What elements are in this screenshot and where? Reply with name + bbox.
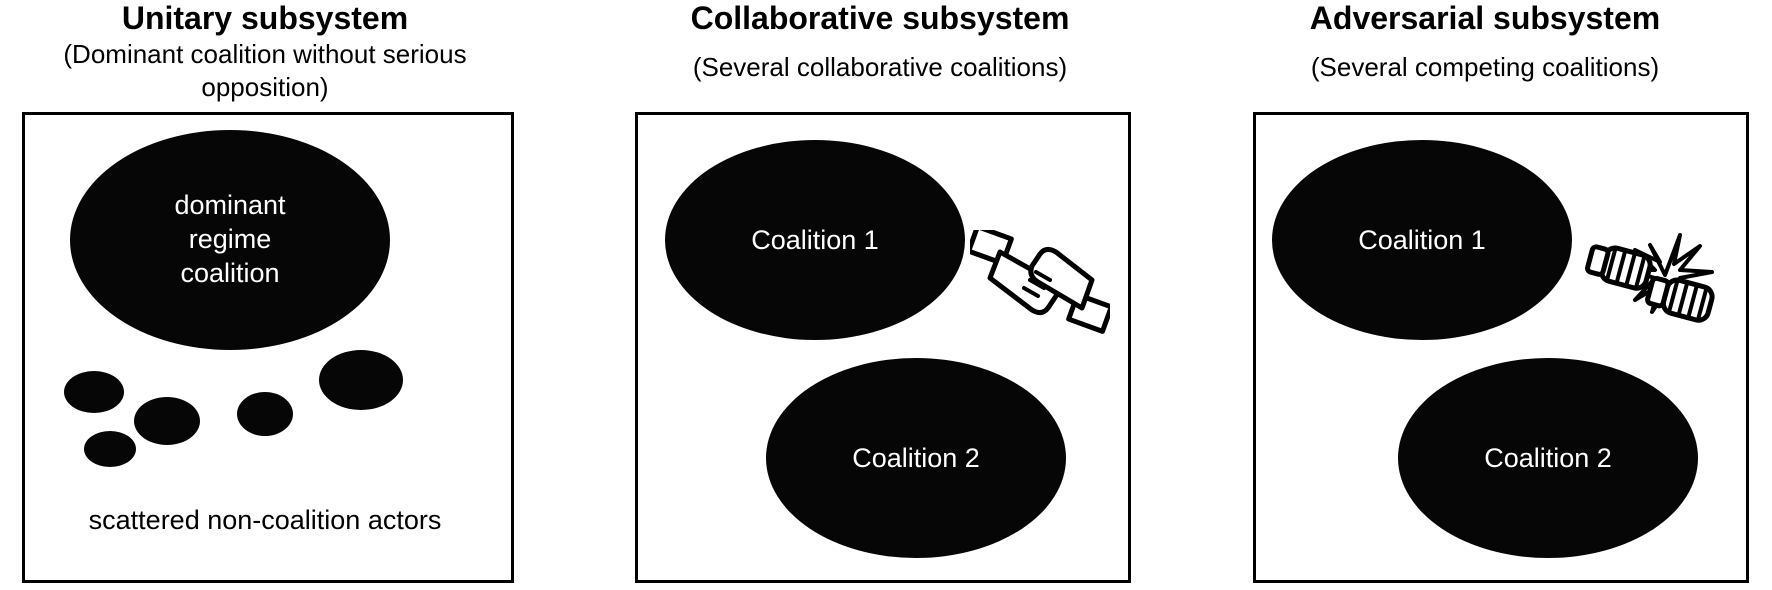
panel-adversarial-subtitle: (Several competing coalitions) <box>1220 52 1750 83</box>
unitary-dominant-coalition: dominant regime coalition <box>70 130 390 350</box>
unitary-caption: scattered non-coalition actors <box>22 505 508 536</box>
unitary-small-actor-4 <box>134 397 200 445</box>
collab-coalition-2-label: Coalition 2 <box>766 358 1066 558</box>
adv-coalition-2-label: Coalition 2 <box>1398 358 1698 558</box>
unitary-small-actor-5 <box>84 431 136 467</box>
collab-coalition-1-label: Coalition 1 <box>665 140 965 340</box>
adv-coalition-2: Coalition 2 <box>1398 358 1698 558</box>
unitary-small-actor-2 <box>64 371 124 413</box>
panel-collaborative-subtitle: (Several collaborative coalitions) <box>600 52 1160 83</box>
unitary-small-actor-3 <box>237 392 293 436</box>
adv-coalition-1: Coalition 1 <box>1272 140 1572 340</box>
collab-coalition-2: Coalition 2 <box>766 358 1066 558</box>
adv-coalition-1-label: Coalition 1 <box>1272 140 1572 340</box>
unitary-small-actor-1 <box>319 350 403 410</box>
collab-coalition-1: Coalition 1 <box>665 140 965 340</box>
fistbump-icon <box>1580 200 1750 350</box>
handshake-icon <box>970 230 1110 350</box>
panel-unitary-title: Unitary subsystem <box>0 0 530 37</box>
panel-collaborative-title: Collaborative subsystem <box>600 0 1160 37</box>
panel-adversarial-title: Adversarial subsystem <box>1220 0 1750 37</box>
panel-unitary-subtitle: (Dominant coalition without serious oppo… <box>0 38 530 103</box>
unitary-dominant-coalition-label: dominant regime coalition <box>70 130 390 350</box>
